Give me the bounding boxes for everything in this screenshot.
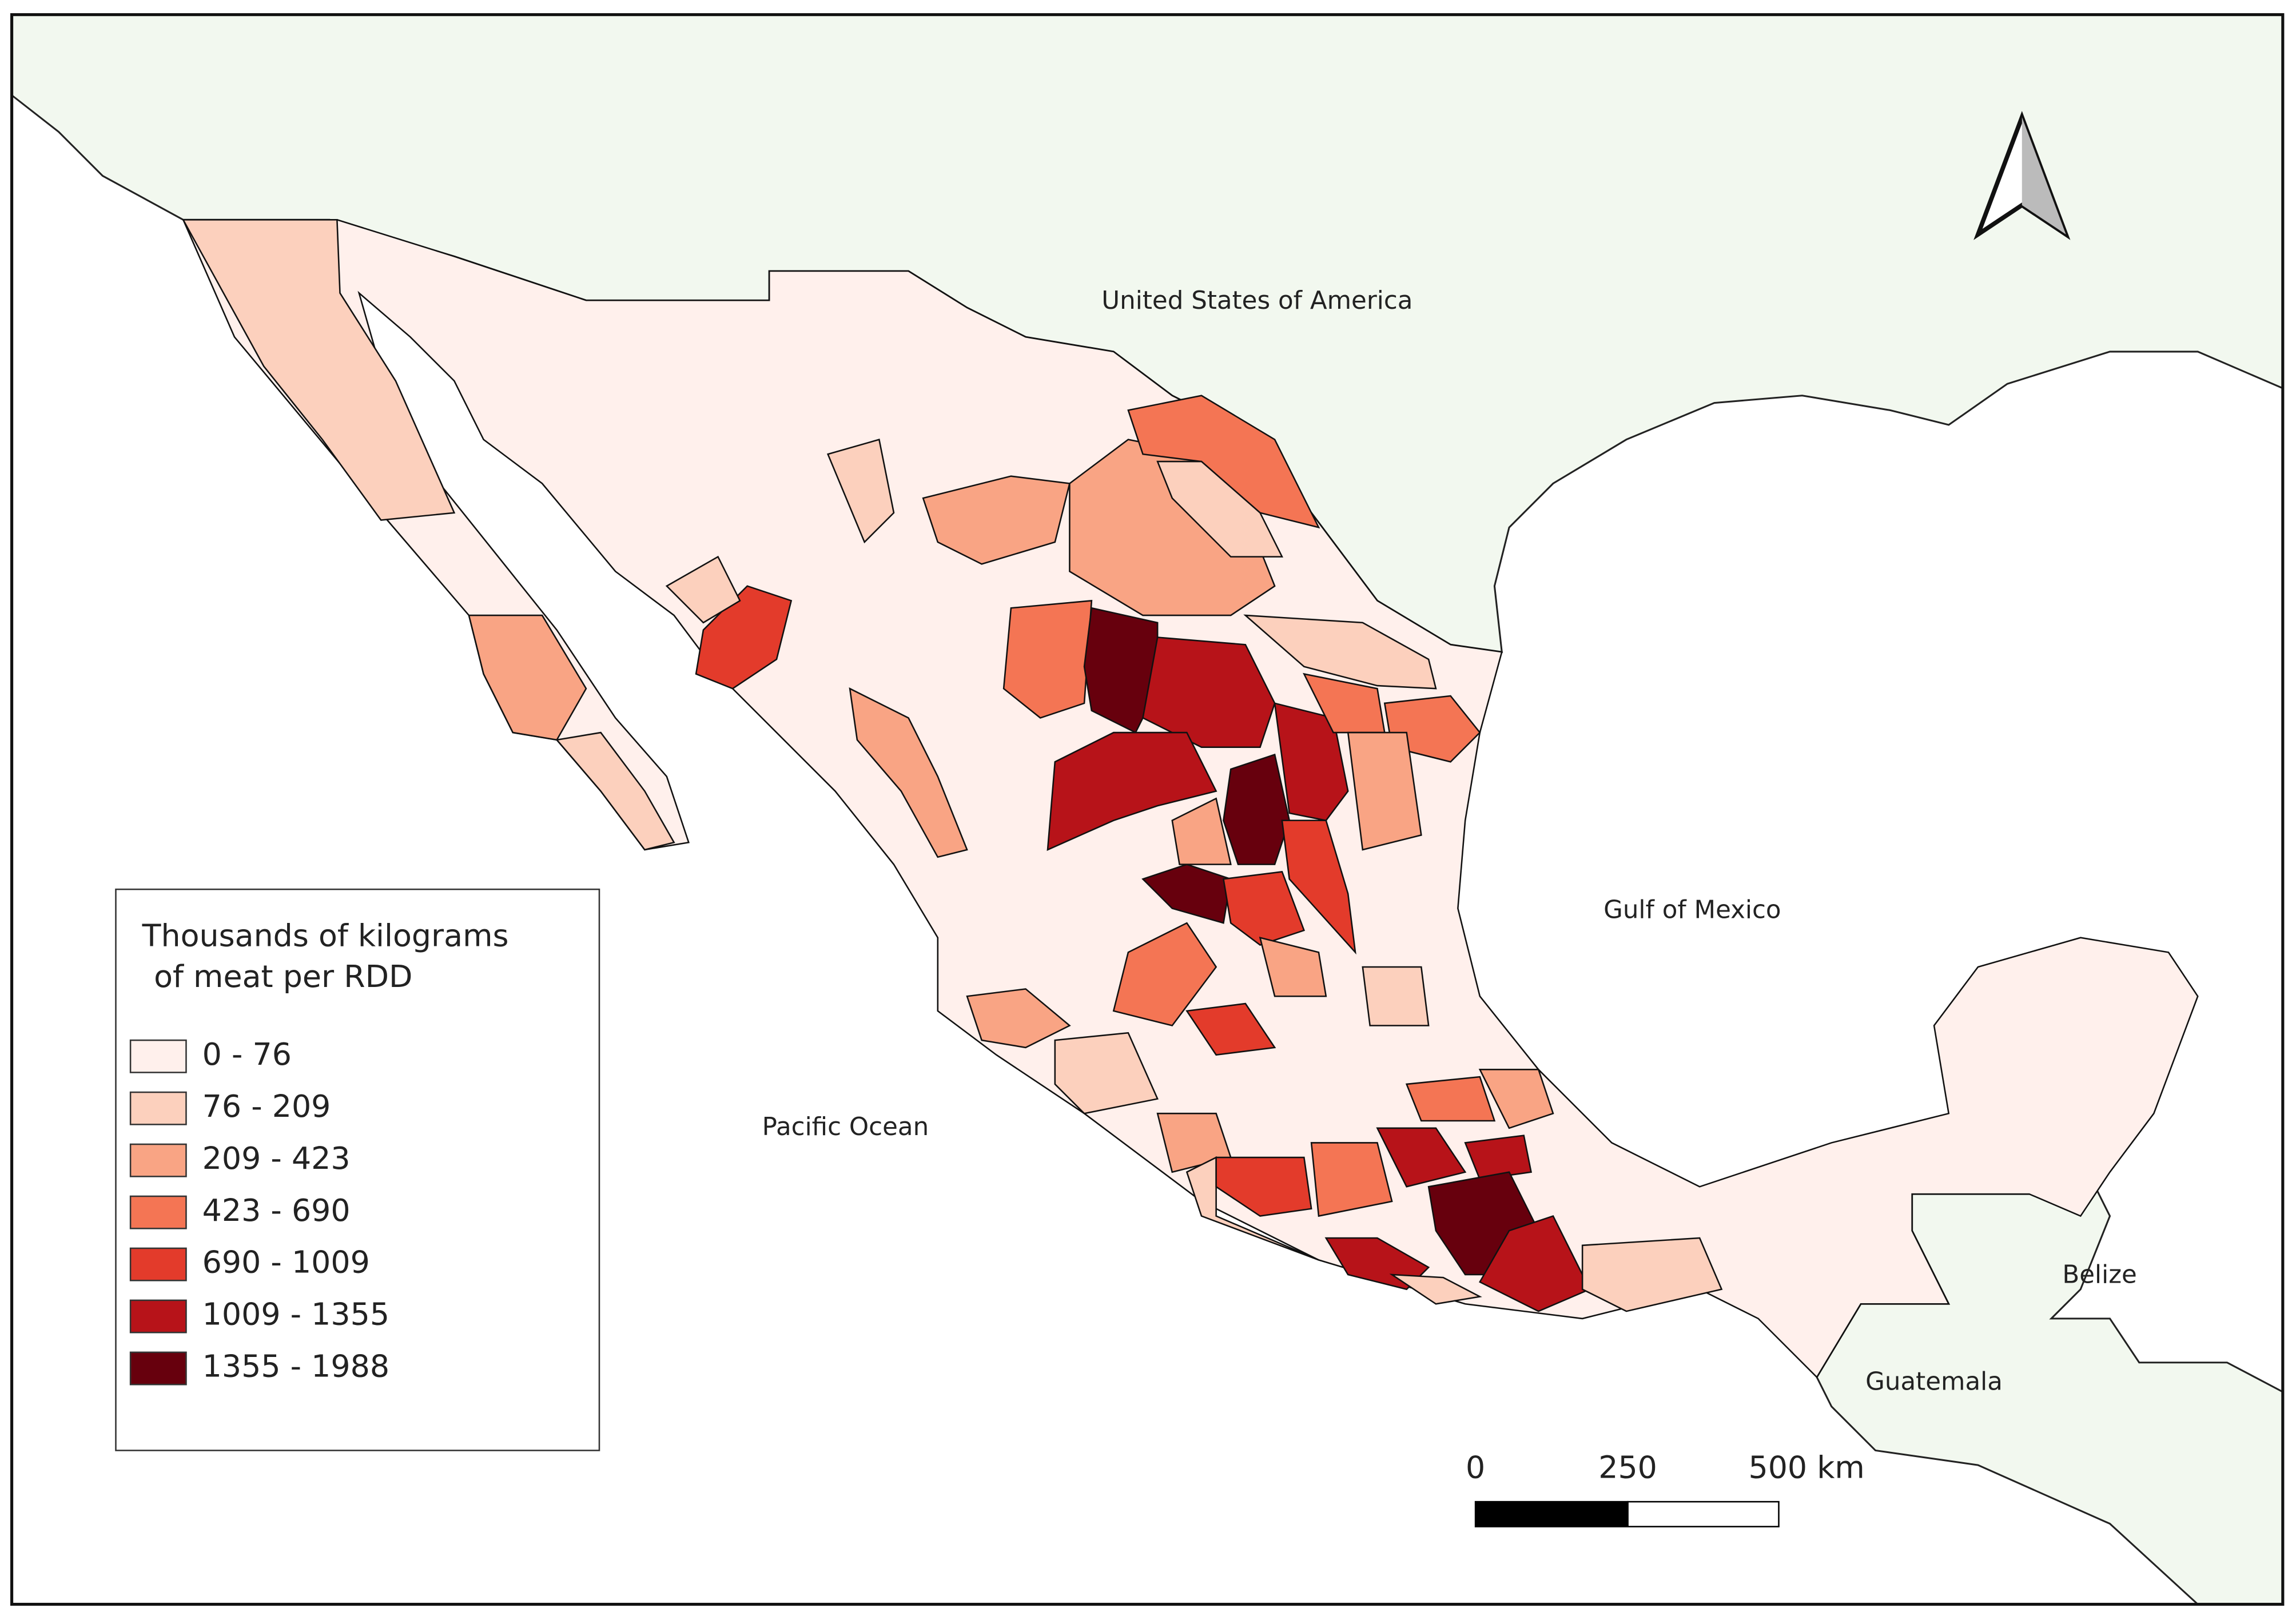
legend-swatch (129, 1299, 187, 1334)
region (1310, 1142, 1393, 1217)
scale-label: 250 (1598, 1449, 1657, 1485)
legend-label: 209 - 423 (202, 1140, 351, 1176)
region (1223, 753, 1291, 865)
region (1362, 966, 1430, 1026)
region (1479, 1215, 1591, 1312)
region (1581, 1237, 1723, 1312)
legend-swatch (129, 1351, 187, 1386)
region (922, 475, 1071, 565)
usa-label: United States of America (1101, 286, 1412, 315)
region (1215, 1156, 1312, 1217)
legend-label: 0 - 76 (202, 1036, 292, 1072)
region (695, 585, 793, 690)
legend-label: 423 - 690 (202, 1192, 351, 1228)
legend-title: of meat per RDD (154, 958, 412, 994)
region (1171, 797, 1232, 865)
region (849, 687, 968, 858)
region (182, 219, 456, 521)
pacific-label: Pacific Ocean (762, 1113, 929, 1141)
guatemala-label: Guatemala (1865, 1368, 2003, 1396)
region (1389, 1273, 1482, 1305)
region (826, 439, 895, 544)
north-arrow-shade (2022, 117, 2066, 234)
region (1185, 1002, 1276, 1056)
region (1347, 731, 1422, 851)
region (1127, 395, 1320, 529)
legend-swatch (129, 1091, 187, 1125)
region (1259, 936, 1327, 997)
region (1002, 600, 1093, 719)
legend-swatch (129, 1195, 187, 1229)
legend-label: 76 - 209 (202, 1088, 331, 1124)
scale-bar-white (1627, 1500, 1780, 1527)
gulf-label: Gulf of Mexico (1603, 896, 1781, 925)
scale-bar-black (1474, 1500, 1629, 1527)
region (1274, 702, 1349, 822)
legend-box (115, 888, 600, 1451)
region (1478, 1069, 1554, 1129)
frame (10, 13, 2285, 1606)
region (1156, 460, 1284, 558)
region (182, 219, 2199, 1379)
region (1281, 819, 1356, 955)
belize-label: Belize (2062, 1261, 2137, 1289)
legend-swatch (129, 1039, 187, 1073)
region (555, 731, 675, 851)
region (1185, 1156, 1319, 1261)
region (665, 555, 741, 624)
region (1046, 731, 1217, 851)
legend: Thousands of kilograms of meat per RDD 0… (115, 888, 600, 1451)
scale-label: 0 (1466, 1449, 1485, 1485)
region (1112, 922, 1217, 1026)
region (1142, 636, 1276, 748)
legend-label: 1355 - 1988 (202, 1348, 389, 1384)
region (1376, 1127, 1467, 1188)
region (1222, 871, 1306, 946)
legend-swatch (129, 1247, 187, 1281)
legend-label: 690 - 1009 (202, 1244, 370, 1280)
region (1243, 614, 1437, 690)
region (966, 988, 1071, 1049)
legend-swatch (129, 1143, 187, 1177)
region (1054, 1032, 1159, 1115)
region (1405, 1076, 1496, 1122)
regions (182, 219, 2199, 1379)
scale-label: 500 km (1748, 1449, 1864, 1485)
region (1464, 1135, 1533, 1180)
legend-label: 1009 - 1355 (202, 1296, 389, 1332)
legend-title: Thousands of kilograms (142, 917, 509, 953)
